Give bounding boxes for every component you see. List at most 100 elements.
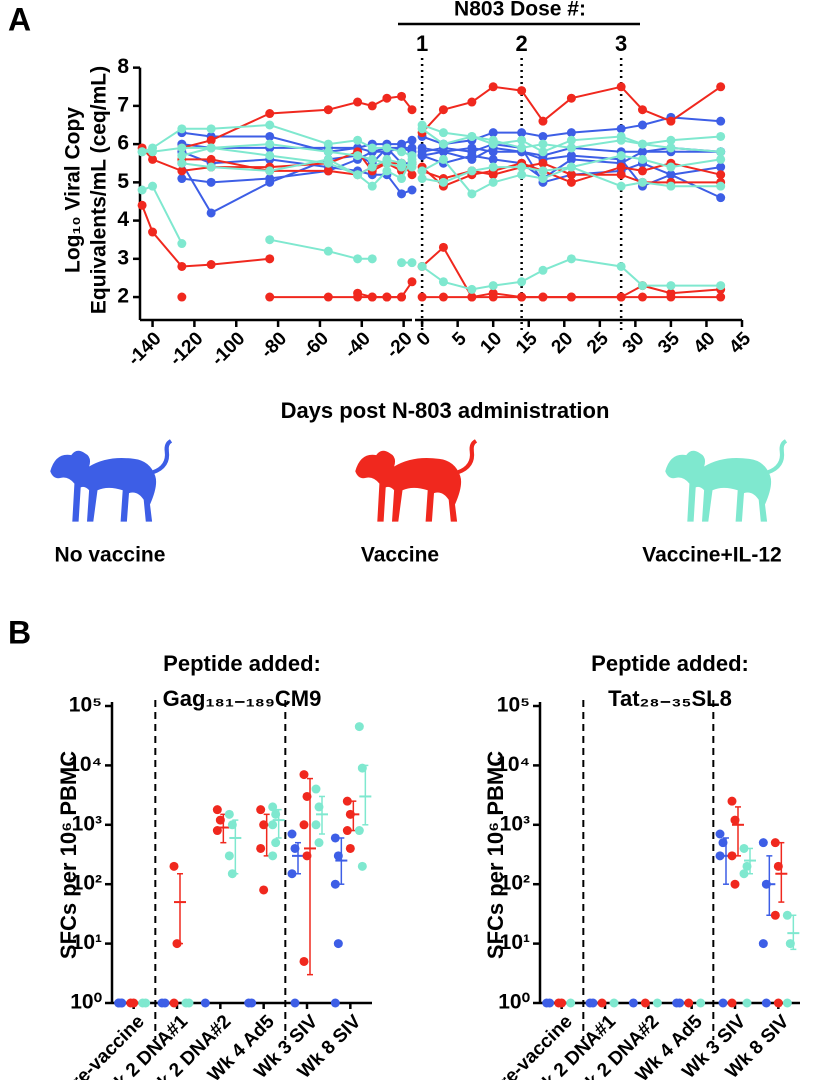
animal-point bbox=[538, 166, 548, 176]
animal-point bbox=[417, 174, 427, 184]
animal-point bbox=[407, 258, 417, 268]
sample-point bbox=[770, 838, 780, 848]
chart-title: Peptide added: bbox=[163, 651, 321, 676]
animal-line bbox=[181, 95, 413, 149]
animal-point bbox=[488, 128, 498, 138]
animal-point bbox=[353, 135, 363, 145]
sample-point bbox=[782, 998, 792, 1008]
sample-point bbox=[761, 998, 771, 1008]
animal-point bbox=[467, 292, 477, 302]
sample-point bbox=[256, 843, 266, 853]
animal-point bbox=[397, 91, 407, 101]
chart-subtitle: Tat₂₈₋₃₅SL8 bbox=[608, 686, 732, 711]
animal-point bbox=[666, 162, 676, 172]
animal-point bbox=[488, 147, 498, 157]
animal-point bbox=[616, 292, 626, 302]
animal-point bbox=[382, 166, 392, 176]
sample-point bbox=[342, 826, 352, 836]
x-tick-label: 5 bbox=[448, 328, 471, 351]
animal-point bbox=[616, 151, 626, 161]
sample-point bbox=[141, 998, 151, 1008]
animal-point bbox=[716, 181, 726, 191]
x-tick-label: -20 bbox=[382, 328, 416, 362]
sample-point bbox=[184, 998, 194, 1008]
animal-point bbox=[148, 154, 158, 164]
x-tick-label: 10 bbox=[476, 328, 506, 358]
animal-point bbox=[206, 135, 216, 145]
y-tick-label: 10⁵ bbox=[497, 694, 530, 717]
animal-point bbox=[397, 174, 407, 184]
y-tick-label: 10² bbox=[500, 872, 530, 895]
animal-point bbox=[148, 147, 158, 157]
animal-point bbox=[265, 131, 275, 141]
x-tick-label: 30 bbox=[619, 328, 649, 358]
y-tick-label: 10⁴ bbox=[496, 753, 530, 776]
animal-point bbox=[265, 139, 275, 149]
x-axis-label: Days post N-803 administration bbox=[281, 398, 610, 423]
sample-point bbox=[770, 910, 780, 920]
x-tick-label: -40 bbox=[341, 328, 375, 362]
animal-point bbox=[265, 151, 275, 161]
legend-label: Vaccine+IL-12 bbox=[642, 544, 782, 567]
y-tick-label: 4 bbox=[117, 208, 129, 231]
sample-point bbox=[287, 869, 297, 879]
animal-point bbox=[538, 116, 548, 126]
x-tick-label: 15 bbox=[512, 328, 542, 358]
x-tick-label: 45 bbox=[725, 328, 755, 358]
sample-point bbox=[342, 796, 352, 806]
animal-point bbox=[538, 131, 548, 141]
y-tick-label: 10¹ bbox=[500, 931, 530, 954]
animal-point bbox=[637, 177, 647, 187]
y-tick-label: 10⁰ bbox=[70, 991, 102, 1014]
animal-point bbox=[488, 281, 498, 291]
sample-point bbox=[684, 998, 694, 1008]
animal-point bbox=[716, 147, 726, 157]
animal-point bbox=[517, 86, 527, 96]
animal-point bbox=[467, 154, 477, 164]
monkey-body bbox=[50, 450, 157, 522]
animal-point bbox=[177, 151, 187, 161]
animal-point bbox=[666, 292, 676, 302]
animal-point bbox=[265, 292, 275, 302]
sample-point bbox=[311, 820, 321, 830]
animal-point bbox=[488, 162, 498, 172]
animal-point bbox=[397, 158, 407, 168]
animal-point bbox=[382, 93, 392, 103]
animal-point bbox=[517, 128, 527, 138]
animal-point bbox=[265, 166, 275, 176]
animal-point bbox=[407, 143, 417, 153]
animal-point bbox=[566, 170, 576, 180]
animal-point bbox=[467, 131, 477, 141]
sample-point bbox=[354, 826, 364, 836]
animal-point bbox=[177, 261, 187, 271]
animal-point bbox=[517, 170, 527, 180]
dose-title: N803 Dose #: bbox=[454, 0, 586, 21]
sample-point bbox=[739, 869, 749, 879]
sample-point bbox=[299, 956, 309, 966]
animal-point bbox=[265, 235, 275, 245]
animal-point bbox=[177, 158, 187, 168]
animal-point bbox=[616, 124, 626, 134]
animal-point bbox=[367, 162, 377, 172]
sample-point bbox=[299, 770, 309, 780]
animal-point bbox=[206, 154, 216, 164]
animal-point bbox=[566, 254, 576, 264]
animal-point bbox=[438, 277, 448, 287]
animal-point bbox=[265, 120, 275, 130]
animal-point bbox=[367, 292, 377, 302]
x-tick-label: 0 bbox=[413, 328, 435, 350]
animal-point bbox=[382, 292, 392, 302]
animal-point bbox=[397, 189, 407, 199]
animal-point bbox=[397, 292, 407, 302]
animal-point bbox=[467, 189, 477, 199]
animal-point bbox=[616, 181, 626, 191]
legend-icon bbox=[665, 439, 788, 522]
animal-point bbox=[488, 154, 498, 164]
animal-point bbox=[323, 292, 333, 302]
animal-point bbox=[206, 162, 216, 172]
sample-point bbox=[730, 879, 740, 889]
animal-point bbox=[265, 109, 275, 119]
sample-point bbox=[333, 939, 343, 949]
animal-point bbox=[616, 82, 626, 92]
